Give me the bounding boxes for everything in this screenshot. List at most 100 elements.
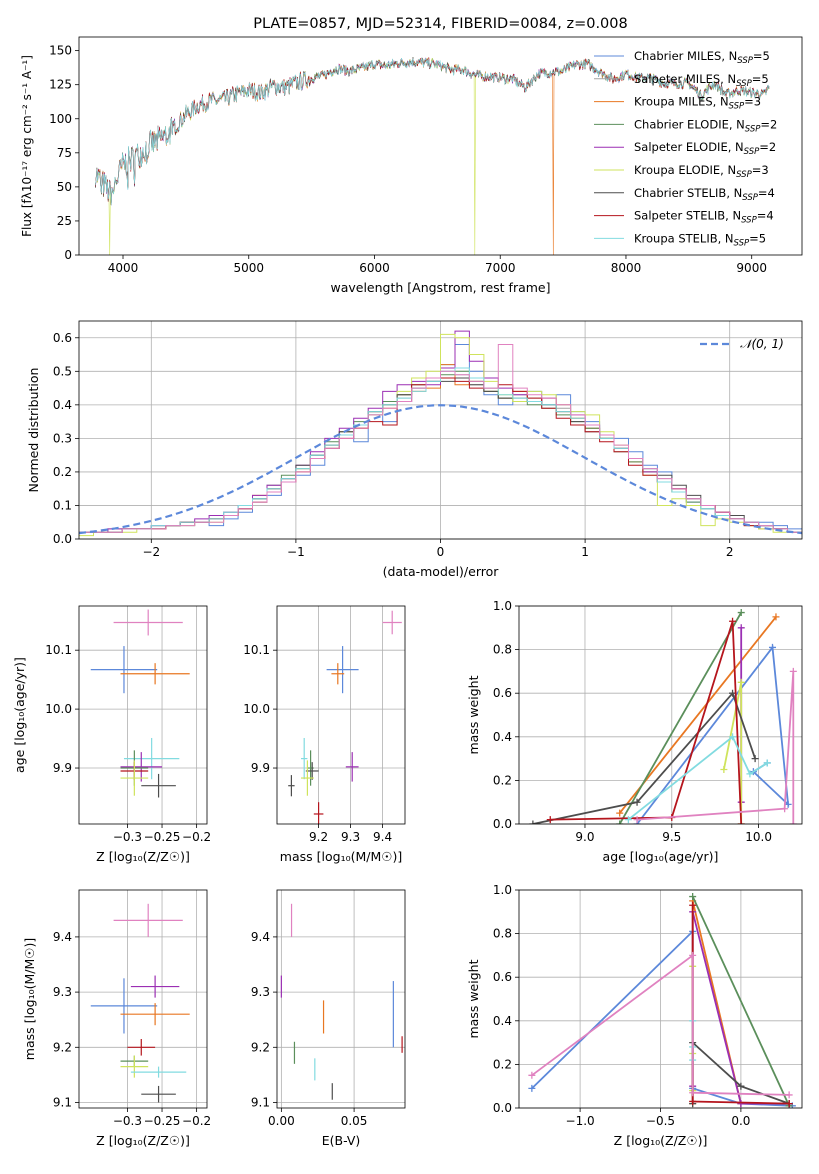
y-tick-label: 75 — [57, 146, 72, 160]
y-tick-label: 0.4 — [53, 398, 72, 412]
legend-entry: Chabrier ELODIE, NSSP=2 — [634, 117, 777, 134]
error-bar-point — [307, 750, 314, 786]
weight-marker — [785, 1091, 793, 1099]
error-bar-point — [113, 609, 183, 636]
y-tick-label: 150 — [49, 44, 72, 58]
mass_vs_z-chart: −0.3 −0.25 −0.2 9.1 9.2 9.3 9.4 Z [log₁₀(Z/Z☉)]… — [22, 889, 211, 1148]
x-tick-label: −1.0 — [566, 1114, 595, 1128]
weight-marker — [729, 617, 737, 625]
grid-lines — [519, 889, 802, 1109]
error-bar-point — [120, 1003, 190, 1026]
legend-label: Salpeter STELIB, N — [634, 209, 741, 223]
error-bar-point — [301, 760, 314, 796]
legend-label: Chabrier MILES, N — [634, 49, 737, 63]
grid-lines — [277, 890, 405, 1108]
grid-lines — [79, 890, 207, 1108]
y-tick-label: 0.3 — [53, 431, 72, 445]
plot-area — [95, 56, 770, 255]
normal-curve — [79, 404, 802, 535]
legend-label: Salpeter MILES, N — [634, 72, 736, 86]
x-tick-label: −0.3 — [113, 830, 142, 844]
plot-area — [528, 893, 796, 1108]
legend-sub: SSP — [742, 193, 758, 203]
legend-entry: Salpeter MILES, NSSP=5 — [634, 72, 769, 89]
legend: 𝒩(0, 1) — [700, 337, 784, 351]
axes: 0.00 0.05 9.1 9.2 9.3 9.4 E(B-V) — [251, 889, 406, 1148]
legend-entry: Kroupa MILES, NSSP=3 — [634, 95, 761, 112]
y-tick-label: 25 — [57, 214, 72, 228]
legend-suffix: =3 — [744, 95, 761, 109]
x-tick-label: −0.5 — [646, 1114, 675, 1128]
weight-marker — [737, 609, 745, 617]
plot-area — [529, 609, 797, 824]
axes: −1.0 −0.5 0.0 0.0 0.2 0.4 0.6 0.8 1.0 Z [log₁₀(Z/… — [466, 883, 803, 1148]
error-bar-point — [90, 646, 158, 694]
weight-marker — [528, 1084, 536, 1092]
y-tick-label: 0.8 — [493, 927, 512, 941]
legend-suffix: =2 — [760, 117, 777, 131]
x-tick-label: 1 — [581, 545, 589, 559]
error-bar-point — [288, 775, 295, 797]
weight-marker — [546, 816, 554, 824]
x-tick-label: −0.3 — [113, 1114, 142, 1128]
weight-marker — [624, 816, 632, 824]
y-tick-label: 10.1 — [45, 643, 72, 657]
y-tick-label: 10.0 — [243, 702, 270, 716]
y-tick-label: 0.8 — [493, 643, 512, 657]
axes-frame — [276, 889, 406, 1109]
y-tick-label: 10.0 — [45, 702, 72, 716]
x-axis-label: Z [log₁₀(Z/Z☉)] — [96, 849, 190, 864]
axes: −2 −1 0 1 2 0.0 0.1 0.2 0.3 0.4 0.5 0.6 (data-model)… — [26, 320, 803, 579]
weight_vs_z-chart: −1.0 −0.5 0.0 0.0 0.2 0.4 0.6 0.8 1.0 Z [log₁₀(Z/… — [466, 883, 803, 1148]
y-tick-label: 0.4 — [493, 730, 512, 744]
x-tick-label: 9000 — [736, 261, 767, 275]
legend-entry: Kroupa ELODIE, NSSP=3 — [634, 163, 769, 180]
y-tick-label: 125 — [49, 78, 72, 92]
x-axis-label: Z [log₁₀(Z/Z☉)] — [96, 1133, 190, 1148]
y-tick-label: 9.3 — [251, 985, 270, 999]
grid-lines — [277, 606, 405, 824]
x-tick-label: 0.05 — [341, 1114, 368, 1128]
plot-area — [280, 903, 403, 1100]
weight-marker — [781, 805, 789, 813]
x-tick-label: 0.00 — [268, 1114, 295, 1128]
plot-area — [79, 330, 802, 537]
weight-marker — [689, 901, 697, 909]
axes: 9.2 9.3 9.4 9.9 10.0 10.1 mass [log₁₀(M/M☉)] — [243, 605, 406, 864]
y-tick-label: 9.4 — [53, 930, 72, 944]
weight-marker — [789, 820, 797, 824]
x-tick-label: 4000 — [108, 261, 139, 275]
weight-line — [691, 896, 790, 1107]
histogram-step — [79, 344, 802, 533]
legend-suffix: =5 — [752, 72, 769, 86]
legend-suffix: =4 — [757, 209, 774, 223]
axes-frame — [518, 889, 803, 1109]
y-tick-label: 1.0 — [493, 599, 512, 613]
weight-marker — [616, 820, 624, 824]
x-tick-label: −1 — [287, 545, 305, 559]
y-tick-label: 9.2 — [251, 1040, 270, 1054]
error-bar-point — [382, 610, 402, 635]
weight_vs_age-chart: 9.0 9.5 10.0 0.0 0.2 0.4 0.6 0.8 1.0 age [log₁₀(a… — [466, 599, 803, 864]
axes: −0.3 −0.25 −0.2 9.1 9.2 9.3 9.4 Z [log₁₀(Z/Z☉)]… — [22, 889, 211, 1148]
error-bar-point — [120, 1055, 149, 1078]
error-bar-point — [130, 975, 180, 998]
x-tick-label: 9.4 — [373, 830, 392, 844]
grid-lines — [79, 606, 207, 824]
age_vs_mass-chart: 9.2 9.3 9.4 9.9 10.0 10.1 mass [log₁₀(M/M☉)] — [243, 605, 406, 864]
error-bar-point — [113, 903, 183, 937]
plot-area — [90, 609, 190, 798]
axes-frame — [78, 889, 208, 1109]
y-tick-label: 0.1 — [53, 498, 72, 512]
legend-sub: SSP — [729, 102, 745, 112]
weight-marker — [729, 733, 737, 741]
legend-sub: SSP — [734, 238, 750, 248]
legend-entry: Kroupa STELIB, NSSP=5 — [634, 231, 766, 248]
legend-suffix: =4 — [758, 186, 775, 200]
weight-marker — [772, 613, 780, 621]
residuals-chart: −2 −1 0 1 2 0.0 0.1 0.2 0.3 0.4 0.5 0.6 (data-model)… — [26, 320, 803, 579]
plot-area — [90, 903, 190, 1103]
legend-sub: SSP — [737, 56, 753, 66]
y-tick-label: 0.0 — [493, 1101, 512, 1115]
legend-label: Kroupa ELODIE, N — [634, 163, 736, 177]
